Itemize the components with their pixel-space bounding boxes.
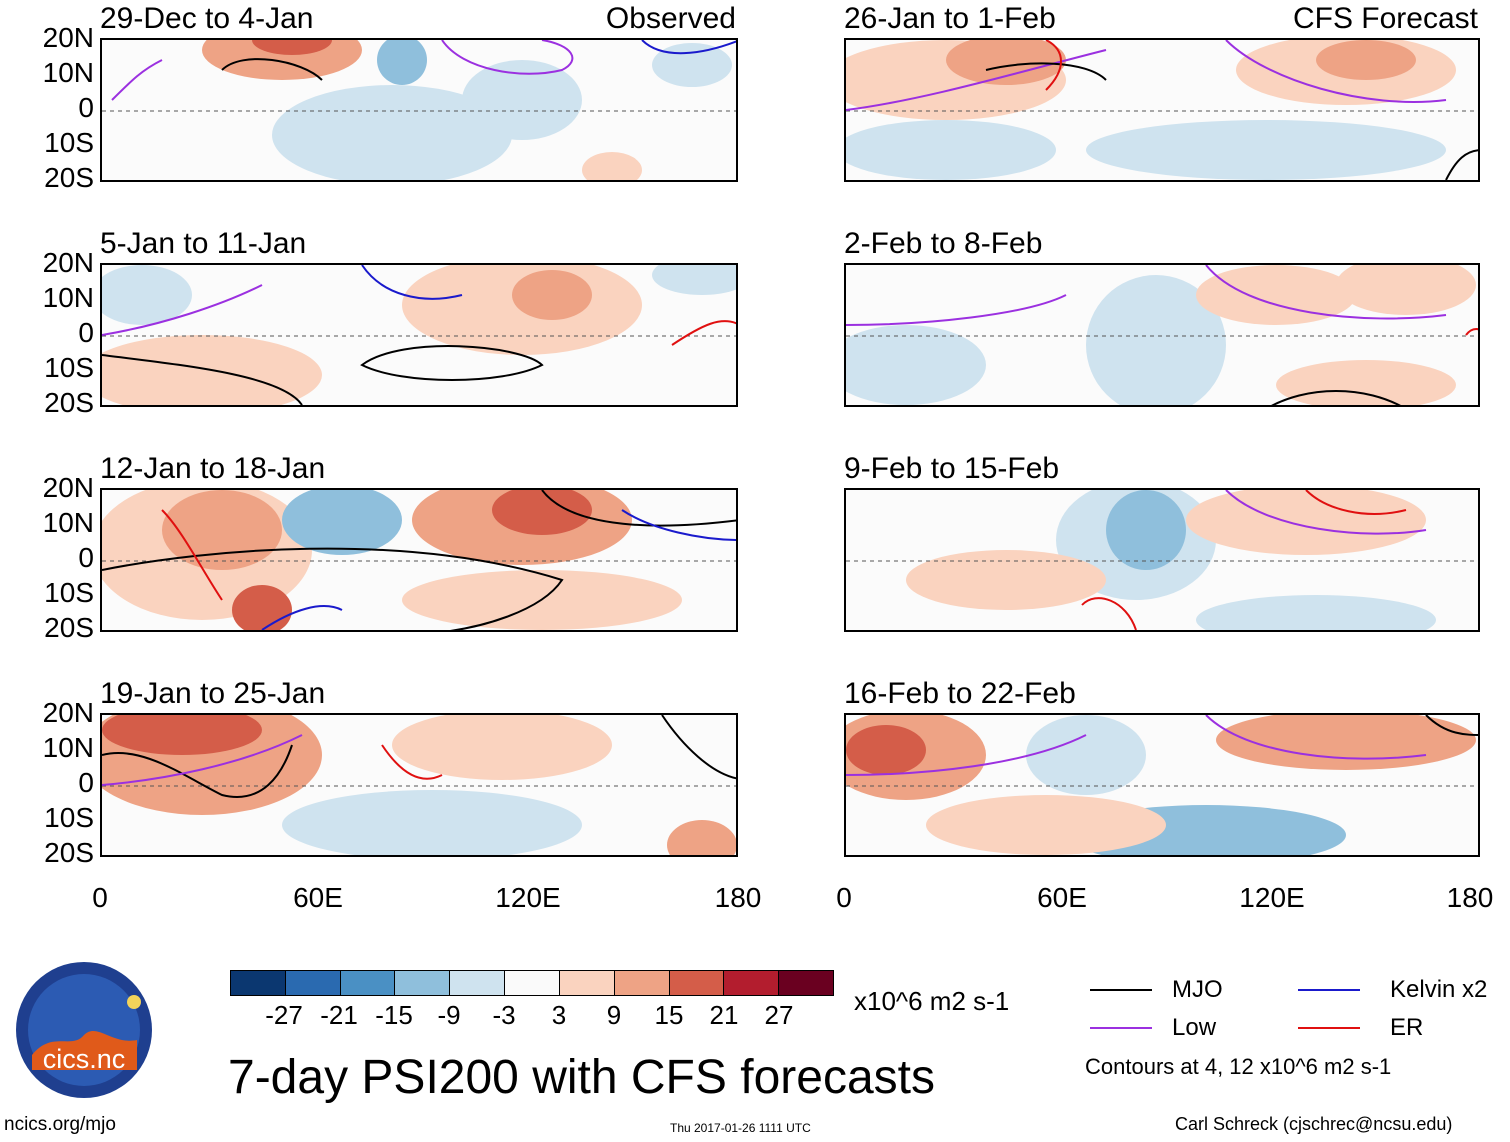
lat-label: 10S [44, 802, 94, 833]
lon-label: 180 [1446, 882, 1494, 913]
panel-tag-observed: Observed [605, 2, 736, 35]
lat-label: 0 [78, 92, 94, 123]
legend-er-line [1298, 1027, 1360, 1029]
main-title: 7-day PSI200 with CFS forecasts [228, 1051, 935, 1104]
lat-label: 20N [42, 697, 94, 728]
colorbar-label: -27 [265, 1000, 303, 1030]
map-panel-6 [844, 263, 1480, 407]
panel-title-5: 26-Jan to 1-Feb [844, 2, 1056, 35]
colorbar-swatch [614, 971, 670, 995]
colorbar-swatch [559, 971, 615, 995]
panel-title-6: 2-Feb to 8-Feb [844, 227, 1043, 260]
legend-er-label: ER [1390, 1014, 1424, 1041]
colorbar-swatch [450, 971, 506, 995]
colorbar-label: -21 [320, 1000, 358, 1030]
colorbar-label: -9 [437, 1000, 461, 1030]
colorbar-swatch [285, 971, 341, 995]
colorbar-label: 9 [606, 1000, 622, 1030]
lon-label: 120E [495, 882, 561, 913]
map-panel-1 [100, 38, 738, 182]
panel-title-3: 12-Jan to 18-Jan [100, 452, 326, 485]
panel-title-7: 9-Feb to 15-Feb [844, 452, 1060, 485]
lat-label: 20N [42, 22, 94, 53]
legend-kelvin-line [1298, 989, 1360, 991]
colorbar-swatch [779, 971, 833, 995]
colorbar-swatch [505, 971, 560, 995]
lat-label: 10N [42, 282, 94, 313]
map-panel-3 [100, 488, 738, 632]
lat-label: 20S [44, 612, 94, 643]
lat-label: 10S [44, 352, 94, 383]
lat-label: 20S [44, 837, 94, 868]
footer-author: Carl Schreck (cjschrec@ncsu.edu) [1175, 1114, 1453, 1134]
colorbar-label: 15 [654, 1000, 684, 1030]
colorbar-units: x10^6 m2 s-1 [854, 986, 1010, 1016]
legend-low-label: Low [1172, 1014, 1217, 1041]
lon-label: 60E [1037, 882, 1087, 913]
legend-low-line [1090, 1027, 1152, 1029]
panel-title-4: 19-Jan to 25-Jan [100, 677, 326, 710]
footer-website: ncics.org/mjo [4, 1114, 116, 1135]
panel-title-2: 5-Jan to 11-Jan [100, 227, 307, 260]
colorbar-swatch [669, 971, 725, 995]
lat-label: 10S [44, 577, 94, 608]
colorbar [230, 970, 834, 996]
lat-label: 20S [44, 387, 94, 418]
map-panel-8 [844, 713, 1480, 857]
panel-tag-forecast: CFS Forecast [1292, 2, 1478, 35]
colorbar-swatch [395, 971, 451, 995]
logo-text: cics.nc [43, 1044, 126, 1074]
lat-label: 0 [78, 317, 94, 348]
colorbar-label: 27 [764, 1000, 794, 1030]
footer-timestamp: Thu 2017-01-26 1111 UTC [670, 1121, 811, 1135]
lon-label: 60E [293, 882, 343, 913]
colorbar-swatch [340, 971, 396, 995]
lat-label: 10S [44, 127, 94, 158]
colorbar-label: -3 [492, 1000, 516, 1030]
colorbar-swatch [231, 971, 286, 995]
colorbar-label: 21 [709, 1000, 739, 1030]
panel-title-1: 29-Dec to 4-Jan [100, 2, 314, 35]
legend-mjo-label: MJO [1172, 976, 1223, 1003]
lat-label: 20N [42, 472, 94, 503]
colorbar-swatch [724, 971, 780, 995]
lat-label: 10N [42, 507, 94, 538]
lat-label: 20S [44, 162, 94, 193]
lon-label: 120E [1239, 882, 1305, 913]
legend-kelvin-label: Kelvin x2 [1390, 976, 1488, 1003]
colorbar-label: 3 [551, 1000, 567, 1030]
lat-label: 0 [78, 767, 94, 798]
map-panel-7 [844, 488, 1480, 632]
lon-label: 0 [836, 882, 852, 913]
contours-note: Contours at 4, 12 x10^6 m2 s-1 [1085, 1054, 1392, 1079]
cics-logo: cics.nc [16, 962, 152, 1098]
map-panel-5 [844, 38, 1480, 182]
lat-label: 10N [42, 732, 94, 763]
lat-label: 0 [78, 542, 94, 573]
lat-label: 20N [42, 247, 94, 278]
colorbar-label: -15 [375, 1000, 413, 1030]
lat-label: 10N [42, 57, 94, 88]
map-panel-2 [100, 263, 738, 407]
legend-mjo-line [1090, 989, 1152, 991]
lon-label: 0 [92, 882, 108, 913]
panel-title-8: 16-Feb to 22-Feb [844, 677, 1076, 710]
lon-label: 180 [714, 882, 762, 913]
map-panel-4 [100, 713, 738, 857]
